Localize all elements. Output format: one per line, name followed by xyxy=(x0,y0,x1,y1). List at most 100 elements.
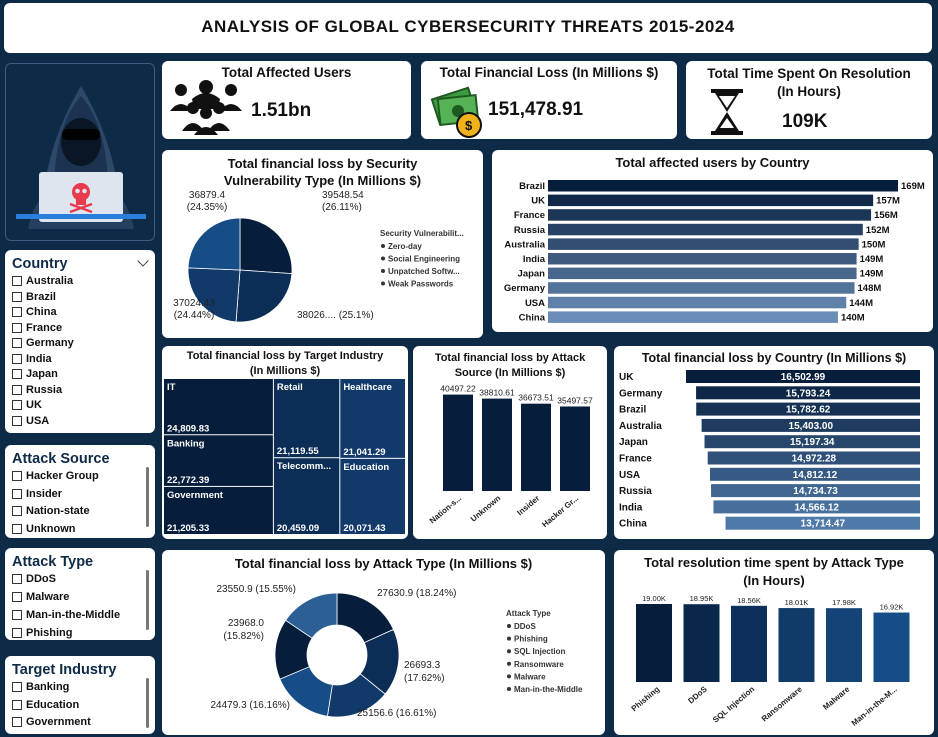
checkbox-icon[interactable] xyxy=(12,291,22,302)
bar[interactable] xyxy=(826,608,862,682)
pie-slice[interactable] xyxy=(187,217,241,271)
checkbox-icon[interactable] xyxy=(12,488,22,499)
bar[interactable] xyxy=(725,516,920,530)
bar[interactable] xyxy=(521,403,551,491)
donut-slice[interactable] xyxy=(285,592,338,639)
chevron-down-icon[interactable] xyxy=(137,255,149,267)
slicer-option-insider[interactable]: Insider xyxy=(12,488,62,500)
bar[interactable] xyxy=(548,253,857,265)
bar[interactable] xyxy=(709,467,920,481)
bar[interactable] xyxy=(548,209,872,221)
bar[interactable] xyxy=(548,180,898,192)
slicer-option-government[interactable]: Government xyxy=(12,716,91,728)
checkbox-icon[interactable] xyxy=(12,369,22,379)
slicer-option-hacker-group[interactable]: Hacker Group xyxy=(12,470,99,482)
legend-entry[interactable]: Phishing xyxy=(514,635,548,644)
legend-entry[interactable]: SQL Injection xyxy=(514,647,566,656)
bar[interactable] xyxy=(443,394,473,491)
treemap-tile[interactable] xyxy=(340,379,405,458)
checkbox-icon[interactable] xyxy=(12,307,22,317)
checkbox-icon[interactable] xyxy=(12,717,22,727)
treemap-tile[interactable] xyxy=(164,486,273,534)
bar[interactable] xyxy=(731,605,767,682)
legend-entry[interactable]: Social Engineering xyxy=(388,255,460,264)
checkbox-icon[interactable] xyxy=(12,628,22,638)
treemap-tile[interactable] xyxy=(164,435,273,486)
legend-entry[interactable]: Weak Passwords xyxy=(388,280,454,289)
checkbox-icon[interactable] xyxy=(12,276,22,286)
checkbox-icon[interactable] xyxy=(12,415,22,426)
checkbox-icon[interactable] xyxy=(12,384,22,395)
slicer-option-education[interactable]: Education xyxy=(12,699,79,711)
bar[interactable] xyxy=(701,418,920,432)
checkbox-icon[interactable] xyxy=(12,699,22,710)
pie-slice[interactable] xyxy=(239,217,293,275)
treemap-tile[interactable] xyxy=(273,379,340,458)
checkbox-icon[interactable] xyxy=(12,353,22,364)
bar-category-label: USA xyxy=(525,298,545,309)
checkbox-icon[interactable] xyxy=(12,506,22,516)
bar[interactable] xyxy=(873,612,910,682)
slicer-option-france[interactable]: France xyxy=(12,322,62,334)
slicer-option-unknown[interactable]: Unknown xyxy=(12,523,76,535)
bar[interactable] xyxy=(548,311,838,323)
slicer-option-nation-state[interactable]: Nation-state xyxy=(12,505,90,517)
bar[interactable] xyxy=(707,451,920,465)
bar[interactable] xyxy=(560,406,590,491)
bar[interactable] xyxy=(683,604,720,682)
bar[interactable] xyxy=(548,238,859,250)
bar[interactable] xyxy=(548,296,847,309)
attack-type-scrollbar[interactable] xyxy=(146,570,149,630)
bar[interactable] xyxy=(548,282,855,294)
legend-entry[interactable]: Zero-day xyxy=(388,242,422,251)
slicer-option-phishing[interactable]: Phishing xyxy=(12,627,72,639)
legend-entry[interactable]: Malware xyxy=(514,672,546,681)
treemap-tile[interactable] xyxy=(273,458,340,534)
legend-entry[interactable]: Unpatched Softw... xyxy=(388,267,460,276)
slicer-option-germany[interactable]: Germany xyxy=(12,337,74,349)
treemap-tile[interactable] xyxy=(164,379,273,435)
pie-slice[interactable] xyxy=(187,267,241,323)
slicer-option-malware[interactable]: Malware xyxy=(12,591,69,603)
pie-slice[interactable] xyxy=(235,269,293,323)
slicer-option-japan[interactable]: Japan xyxy=(12,368,58,380)
bar-data-label: 15,782.62 xyxy=(786,405,831,416)
checkbox-icon[interactable] xyxy=(12,400,22,410)
bar[interactable] xyxy=(636,604,672,682)
bar[interactable] xyxy=(711,484,920,498)
slicer-option-banking[interactable]: Banking xyxy=(12,681,69,693)
bar[interactable] xyxy=(696,402,920,416)
bar[interactable] xyxy=(696,386,920,400)
checkbox-icon[interactable] xyxy=(12,338,22,348)
legend-entry[interactable]: DDoS xyxy=(514,622,536,631)
slicer-option-usa[interactable]: USA xyxy=(12,415,49,427)
treemap-tile[interactable] xyxy=(340,458,405,534)
checkbox-icon[interactable] xyxy=(12,322,22,333)
checkbox-icon[interactable] xyxy=(12,592,22,602)
legend-entry[interactable]: Man-in-the-Middle xyxy=(514,685,583,694)
checkbox-icon[interactable] xyxy=(12,682,22,692)
bar[interactable] xyxy=(548,267,857,280)
attack-source-scrollbar[interactable] xyxy=(146,467,149,527)
bar[interactable] xyxy=(548,223,863,236)
bar[interactable] xyxy=(686,370,920,383)
checkbox-icon[interactable] xyxy=(12,574,22,584)
bar[interactable] xyxy=(713,500,920,514)
slicer-option-india[interactable]: India xyxy=(12,353,52,365)
slicer-option-australia[interactable]: Australia xyxy=(12,275,73,287)
bar[interactable] xyxy=(548,194,874,207)
checkbox-icon[interactable] xyxy=(12,523,22,534)
target-industry-scrollbar[interactable] xyxy=(146,678,149,728)
bar[interactable] xyxy=(482,398,512,491)
slicer-option-russia[interactable]: Russia xyxy=(12,384,62,396)
slicer-option-man-in-the-middle[interactable]: Man-in-the-Middle xyxy=(12,609,120,621)
slicer-option-ddos[interactable]: DDoS xyxy=(12,573,56,585)
slicer-option-brazil[interactable]: Brazil xyxy=(12,291,56,303)
slicer-option-uk[interactable]: UK xyxy=(12,399,42,411)
checkbox-icon[interactable] xyxy=(12,610,22,620)
checkbox-icon[interactable] xyxy=(12,471,22,481)
bar[interactable] xyxy=(778,608,815,682)
slicer-option-china[interactable]: China xyxy=(12,306,57,318)
legend-entry[interactable]: Ransomware xyxy=(514,660,564,669)
bar[interactable] xyxy=(704,435,920,449)
